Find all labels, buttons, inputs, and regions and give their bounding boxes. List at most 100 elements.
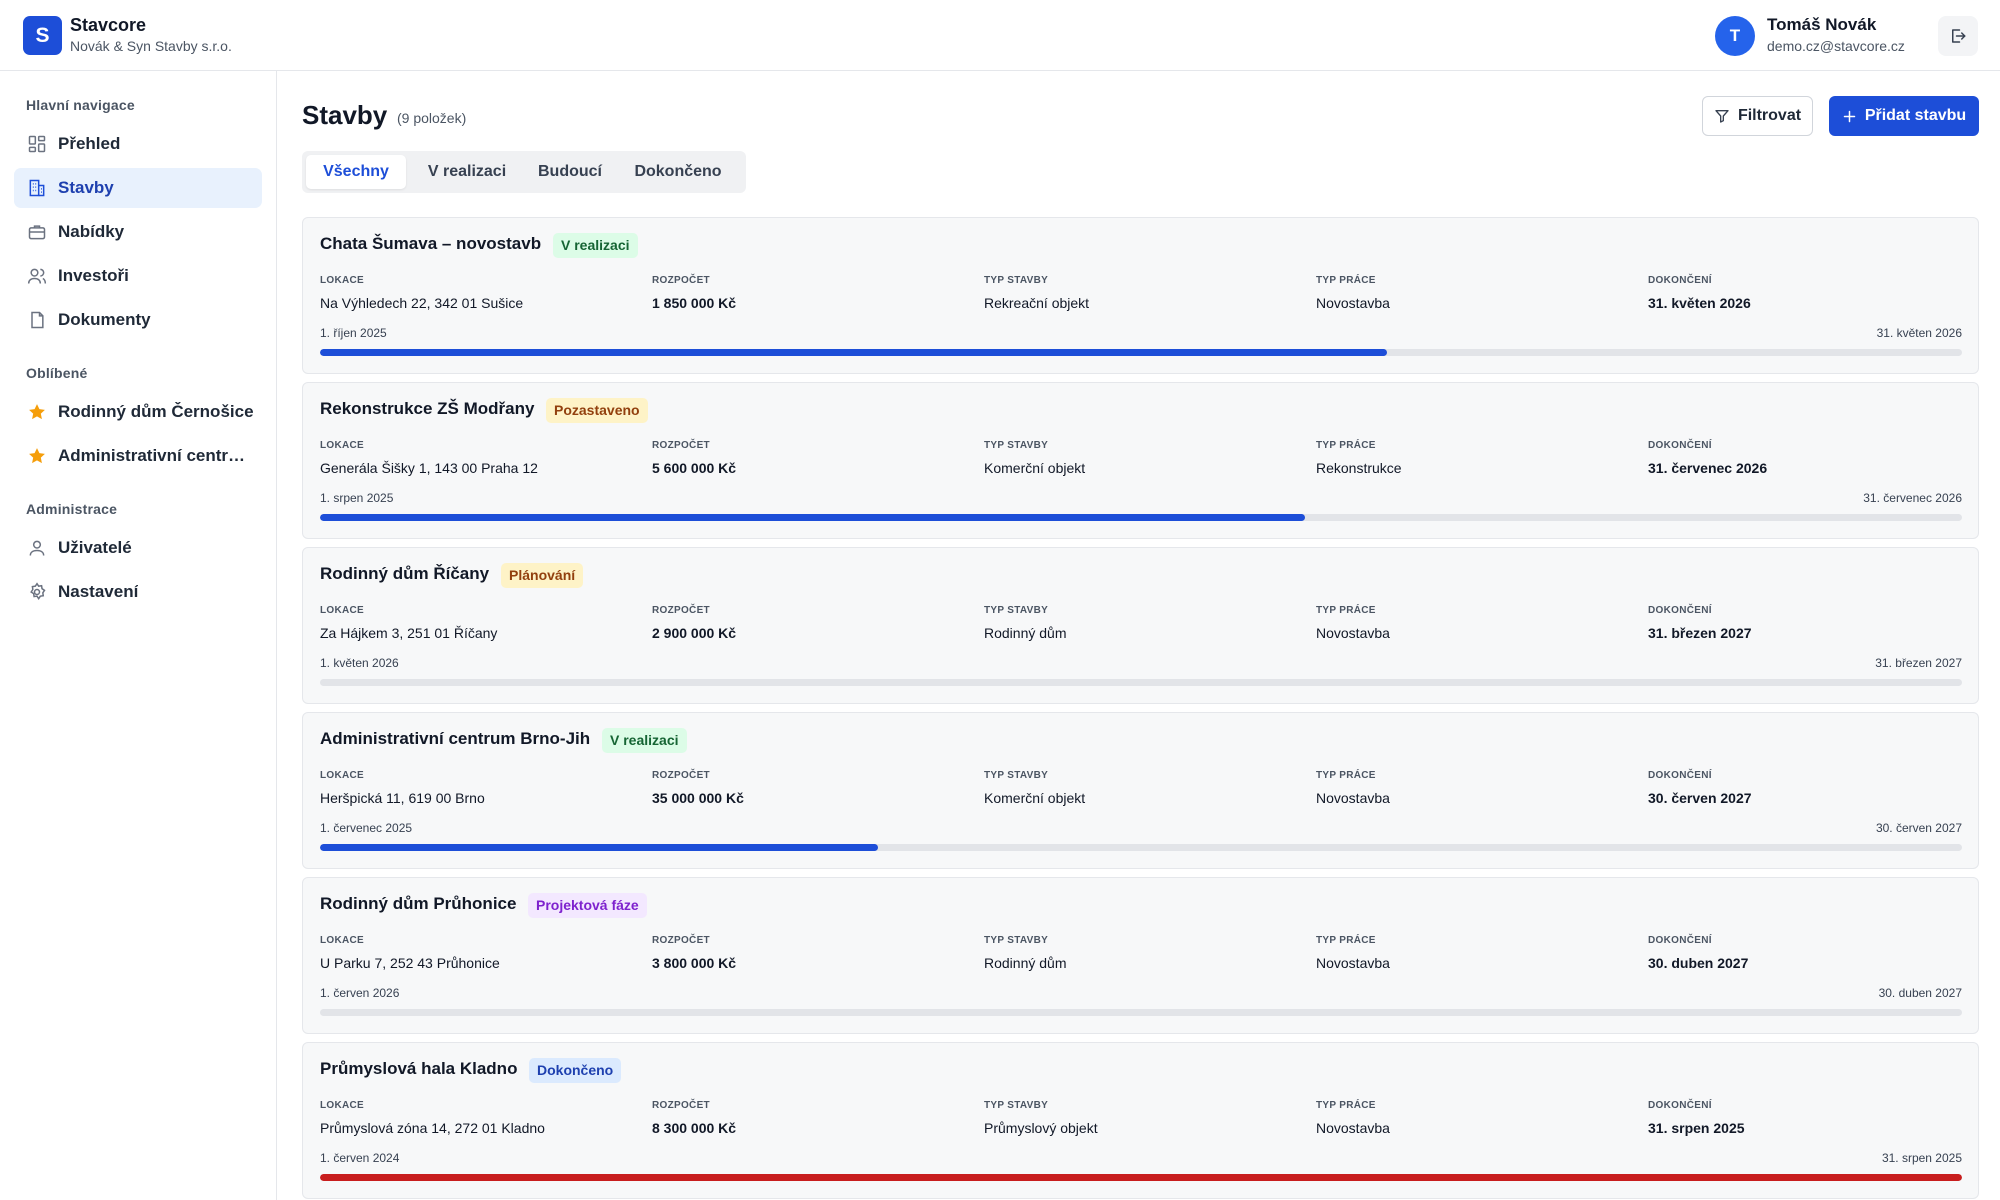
location-label: LOKACE xyxy=(320,1100,365,1111)
completion-label: DOKONČENÍ xyxy=(1648,440,1712,451)
budget-value: 5 600 000 Kč xyxy=(652,460,737,476)
work-type-value: Novostavba xyxy=(1316,790,1390,806)
status-badge: Plánování xyxy=(501,563,584,588)
location-value: Za Hájkem 3, 251 01 Říčany xyxy=(320,625,498,641)
sidebar-item-nastaveni[interactable]: Nastavení xyxy=(14,572,262,612)
completion-value: 31. červenec 2026 xyxy=(1648,460,1768,476)
sidebar-item-dokumenty[interactable]: Dokumenty xyxy=(14,300,262,340)
add-button-label: Přidat stavbu xyxy=(1864,107,1967,124)
budget-value: 8 300 000 Kč xyxy=(652,1120,737,1136)
top-bar: S Stavcore Novák & Syn Stavby s.r.o. T T… xyxy=(0,0,2000,71)
progress-fill xyxy=(320,349,1388,356)
end-date: 31. březen 2027 xyxy=(1875,656,1962,670)
progress-bar xyxy=(320,514,1962,521)
users-icon xyxy=(27,266,47,286)
start-date: 1. červenec 2025 xyxy=(320,821,413,835)
sidebar-item-prehled[interactable]: Přehled xyxy=(14,124,262,164)
sidebar-item-stavby[interactable]: Stavby xyxy=(14,168,262,208)
completion-value: 30. duben 2027 xyxy=(1648,955,1749,971)
start-date: 1. květen 2026 xyxy=(320,656,399,670)
work-type-value: Novostavba xyxy=(1316,955,1390,971)
project-name: Rodinný dům Průhonice xyxy=(320,894,517,913)
project-card[interactable]: Chata Šumava – novostavb V realizaci LOK… xyxy=(302,217,1979,374)
progress-bar xyxy=(320,349,1962,356)
end-date: 31. srpen 2025 xyxy=(1881,1151,1962,1165)
sidebar-section-title: Oblíbené xyxy=(26,365,88,381)
sidebar-item-label: Investoři xyxy=(58,266,129,285)
work-type-label: TYP PRÁCE xyxy=(1316,770,1376,781)
building-type-label: TYP STAVBY xyxy=(984,275,1049,286)
sidebar-item-uzivatele[interactable]: Uživatelé xyxy=(14,528,262,568)
budget-label: ROZPOČET xyxy=(652,440,710,451)
project-card[interactable]: Rodinný dům Průhonice Projektová fáze LO… xyxy=(302,877,1979,1034)
project-name: Chata Šumava – novostavb xyxy=(320,234,542,253)
tab-v-realizaci[interactable]: V realizaci xyxy=(427,163,507,180)
tab-budouci[interactable]: Budoucí xyxy=(538,163,602,180)
building-type-label: TYP STAVBY xyxy=(984,440,1049,451)
location-value: Průmyslová zóna 14, 272 01 Kladno xyxy=(320,1120,545,1136)
tab-dokonceno[interactable]: Dokončeno xyxy=(634,163,722,180)
work-type-value: Novostavba xyxy=(1316,1120,1390,1136)
budget-label: ROZPOČET xyxy=(652,770,710,781)
start-date: 1. červen 2026 xyxy=(320,986,400,1000)
sidebar-item-favorite[interactable]: Administrativní centrum Brno-Jih xyxy=(14,436,262,476)
budget-label: ROZPOČET xyxy=(652,935,710,946)
location-label: LOKACE xyxy=(320,440,365,451)
status-badge: Pozastaveno xyxy=(546,398,648,423)
completion-label: DOKONČENÍ xyxy=(1648,770,1712,781)
sidebar-item-investori[interactable]: Investoři xyxy=(14,256,262,296)
avatar[interactable]: T xyxy=(1715,16,1755,56)
logout-icon xyxy=(1952,29,1966,43)
project-card[interactable]: Průmyslová hala Kladno Dokončeno LOKACE … xyxy=(302,1042,1979,1199)
sidebar-item-favorite[interactable]: Rodinný dům Černošice xyxy=(14,392,262,432)
filter-button[interactable]: Filtrovat xyxy=(1702,96,1813,136)
add-building-button[interactable]: Přidat stavbu xyxy=(1829,96,1979,136)
sidebar-item-label: Rodinný dům Černošice xyxy=(58,402,254,421)
location-value: Na Výhledech 22, 342 01 Sušice xyxy=(320,295,524,311)
sidebar-item-label: Dokumenty xyxy=(58,310,151,329)
budget-value: 2 900 000 Kč xyxy=(652,625,737,641)
location-label: LOKACE xyxy=(320,770,365,781)
location-label: LOKACE xyxy=(320,935,365,946)
project-card[interactable]: Administrativní centrum Brno-Jih V reali… xyxy=(302,712,1979,869)
progress-bar xyxy=(320,1174,1962,1181)
sidebar-item-label: Uživatelé xyxy=(58,538,132,557)
project-name: Administrativní centrum Brno-Jih xyxy=(320,729,591,748)
star-icon xyxy=(27,446,47,466)
filter-button-label: Filtrovat xyxy=(1737,107,1802,124)
building-type-value: Rekreační objekt xyxy=(984,295,1090,311)
building-type-label: TYP STAVBY xyxy=(984,770,1049,781)
budget-value: 35 000 000 Kč xyxy=(652,790,744,806)
sidebar-section-title: Administrace xyxy=(26,501,118,517)
project-card[interactable]: Rodinný dům Říčany Plánování LOKACE Za H… xyxy=(302,547,1979,704)
project-card[interactable]: Rekonstrukce ZŠ Modřany Pozastaveno LOKA… xyxy=(302,382,1979,539)
work-type-label: TYP PRÁCE xyxy=(1316,440,1376,451)
completion-value: 31. březen 2027 xyxy=(1648,625,1752,641)
budget-label: ROZPOČET xyxy=(652,1100,710,1111)
sidebar-item-nabidky[interactable]: Nabídky xyxy=(14,212,262,252)
sidebar-item-label: Nastavení xyxy=(58,582,139,601)
location-value: U Parku 7, 252 43 Průhonice xyxy=(320,955,500,971)
gear-icon xyxy=(27,582,47,602)
completion-value: 30. červen 2027 xyxy=(1648,790,1752,806)
sidebar-item-label: Přehled xyxy=(58,134,121,153)
star-icon xyxy=(27,402,47,422)
completion-value: 31. srpen 2025 xyxy=(1648,1120,1745,1136)
building-type-value: Rodinný dům xyxy=(984,955,1067,971)
user-icon xyxy=(27,538,47,558)
budget-value: 3 800 000 Kč xyxy=(652,955,737,971)
sidebar-item-label: Administrativní centrum Brno-Jih xyxy=(58,446,248,465)
progress-bar xyxy=(320,844,1962,851)
tab-vsechny[interactable]: Všechny xyxy=(306,155,406,189)
status-badge: Dokončeno xyxy=(529,1058,622,1083)
end-date: 30. červen 2027 xyxy=(1875,821,1962,835)
start-date: 1. říjen 2025 xyxy=(320,326,387,340)
status-tabs: Všechny V realizaci Budoucí Dokončeno xyxy=(302,151,746,193)
logout-button[interactable] xyxy=(1938,16,1978,56)
dashboard-icon xyxy=(27,134,47,154)
completion-label: DOKONČENÍ xyxy=(1648,935,1712,946)
plus-icon xyxy=(1843,110,1856,122)
work-type-value: Rekonstrukce xyxy=(1316,460,1402,476)
app-logo[interactable]: S xyxy=(23,16,62,55)
location-label: LOKACE xyxy=(320,605,365,616)
